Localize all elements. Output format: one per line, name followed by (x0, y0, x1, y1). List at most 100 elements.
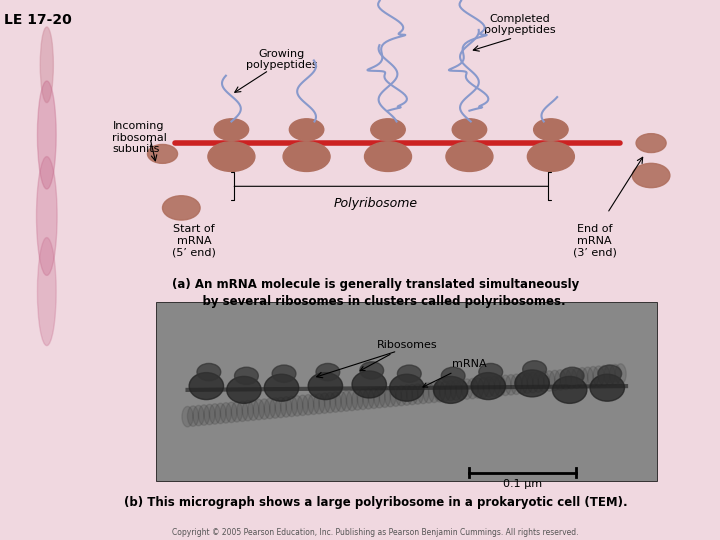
Ellipse shape (272, 365, 296, 382)
Ellipse shape (330, 392, 341, 413)
Ellipse shape (479, 363, 503, 381)
Ellipse shape (533, 372, 544, 393)
Ellipse shape (204, 404, 215, 425)
Ellipse shape (210, 404, 220, 424)
Text: Incoming
ribosomal
subunits: Incoming ribosomal subunits (112, 121, 167, 154)
Ellipse shape (368, 388, 379, 409)
Ellipse shape (231, 402, 243, 422)
Ellipse shape (189, 373, 224, 400)
Ellipse shape (632, 164, 670, 188)
Ellipse shape (226, 402, 237, 423)
Ellipse shape (227, 376, 261, 403)
Ellipse shape (397, 365, 421, 382)
Ellipse shape (560, 369, 572, 390)
Circle shape (37, 81, 56, 189)
Ellipse shape (242, 401, 253, 421)
Ellipse shape (215, 403, 226, 424)
Ellipse shape (264, 399, 276, 419)
Ellipse shape (478, 377, 489, 398)
Ellipse shape (434, 382, 446, 402)
Ellipse shape (439, 381, 451, 402)
Ellipse shape (472, 378, 484, 399)
Ellipse shape (253, 400, 264, 420)
Ellipse shape (407, 384, 418, 405)
Ellipse shape (316, 363, 340, 381)
Ellipse shape (598, 366, 610, 386)
Ellipse shape (325, 393, 336, 413)
Ellipse shape (441, 367, 465, 384)
Ellipse shape (148, 144, 178, 163)
Ellipse shape (193, 406, 204, 426)
Ellipse shape (248, 400, 259, 421)
Ellipse shape (275, 397, 287, 418)
Ellipse shape (163, 195, 200, 220)
Ellipse shape (390, 374, 424, 401)
Ellipse shape (182, 407, 193, 427)
Ellipse shape (292, 396, 303, 416)
Ellipse shape (588, 367, 599, 387)
Ellipse shape (371, 119, 405, 140)
Text: Copyright © 2005 Pearson Education, Inc. Publishing as Pearson Benjamin Cummings: Copyright © 2005 Pearson Education, Inc.… (172, 528, 579, 537)
Ellipse shape (582, 367, 593, 388)
Text: Start of
mRNA
(5’ end): Start of mRNA (5’ end) (172, 224, 216, 257)
Ellipse shape (571, 368, 582, 389)
Ellipse shape (483, 377, 495, 397)
Ellipse shape (615, 364, 626, 384)
Ellipse shape (281, 397, 292, 417)
Ellipse shape (352, 371, 387, 398)
Ellipse shape (363, 389, 374, 409)
Ellipse shape (566, 369, 577, 389)
Ellipse shape (500, 375, 511, 396)
Ellipse shape (187, 406, 199, 427)
Ellipse shape (396, 386, 407, 406)
Ellipse shape (374, 388, 385, 408)
Ellipse shape (401, 385, 413, 406)
Text: LE 17-20: LE 17-20 (4, 14, 71, 28)
Ellipse shape (451, 380, 462, 401)
Ellipse shape (527, 141, 575, 172)
Ellipse shape (258, 399, 270, 420)
Ellipse shape (604, 365, 615, 386)
Ellipse shape (593, 366, 604, 387)
Ellipse shape (379, 387, 390, 408)
Ellipse shape (237, 401, 248, 422)
Ellipse shape (319, 393, 330, 414)
Ellipse shape (609, 364, 621, 385)
Ellipse shape (636, 134, 666, 152)
Ellipse shape (590, 374, 624, 401)
Ellipse shape (346, 390, 358, 411)
Ellipse shape (297, 395, 308, 416)
Ellipse shape (220, 403, 232, 423)
Ellipse shape (549, 370, 560, 391)
Ellipse shape (505, 375, 516, 395)
Text: (a) An mRNA molecule is generally translated simultaneously: (a) An mRNA molecule is generally transl… (172, 278, 579, 291)
Ellipse shape (510, 374, 522, 395)
Ellipse shape (544, 371, 555, 392)
Text: by several ribosomes in clusters called polyribosomes.: by several ribosomes in clusters called … (186, 295, 565, 308)
Ellipse shape (199, 405, 210, 426)
Ellipse shape (313, 394, 325, 414)
Circle shape (37, 238, 56, 346)
Ellipse shape (269, 398, 281, 419)
Ellipse shape (428, 382, 440, 403)
Ellipse shape (341, 391, 352, 411)
Ellipse shape (456, 380, 467, 400)
Ellipse shape (527, 373, 539, 393)
Text: Growing
polypeptides: Growing polypeptides (246, 49, 318, 70)
Ellipse shape (302, 395, 314, 415)
Ellipse shape (489, 376, 500, 397)
Ellipse shape (423, 383, 434, 403)
Ellipse shape (360, 362, 384, 379)
Ellipse shape (364, 141, 412, 172)
Ellipse shape (208, 141, 255, 172)
Ellipse shape (308, 394, 319, 415)
Ellipse shape (357, 389, 369, 410)
Text: Completed
polypeptides: Completed polypeptides (484, 14, 555, 35)
Ellipse shape (471, 373, 505, 400)
Ellipse shape (552, 376, 587, 403)
Ellipse shape (560, 367, 584, 384)
Circle shape (37, 157, 57, 275)
Ellipse shape (418, 383, 429, 404)
Ellipse shape (433, 376, 468, 403)
Text: Ribosomes: Ribosomes (360, 340, 437, 370)
